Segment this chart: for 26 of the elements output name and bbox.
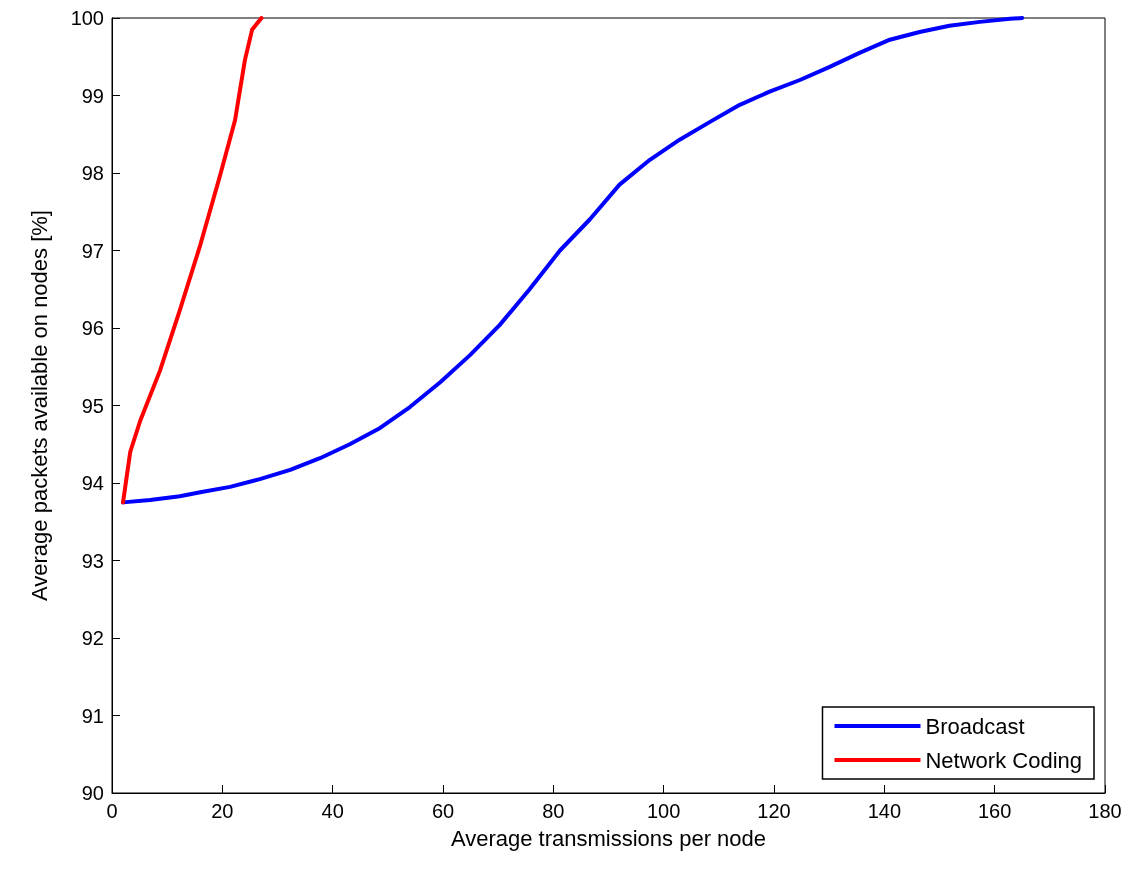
x-tick-label: 180: [1088, 800, 1122, 822]
y-tick-label: 90: [81, 782, 104, 804]
line-series: [121, 16, 264, 505]
y-tick-label: 95: [81, 394, 104, 417]
y-tick-label: 98: [81, 162, 104, 184]
legend-label: Network Coding: [925, 747, 1082, 773]
legend-label: Broadcast: [925, 713, 1025, 739]
x-tick-label: 120: [757, 800, 791, 822]
x-tick-label: 140: [867, 800, 902, 822]
x-tick-label: 80: [542, 800, 565, 822]
y-tick-label: 92: [81, 627, 104, 649]
x-tick-label: 40: [321, 800, 344, 822]
x-tick-label: 160: [977, 800, 1012, 822]
y-tick-label: 96: [81, 317, 104, 339]
y-tick-label: 100: [70, 7, 104, 29]
x-tick-label: 20: [211, 800, 234, 822]
x-tick-label: 0: [106, 800, 118, 822]
x-tick-label: 100: [646, 800, 681, 822]
y-tick-label: 94: [81, 472, 104, 494]
x-tick-label: 60: [431, 800, 455, 822]
y-tick-label: 97: [81, 239, 104, 262]
y-tick-label: 99: [81, 84, 104, 107]
x-axis-title: Average transmissions per node: [450, 825, 767, 851]
y-tick-label: 93: [81, 549, 104, 572]
y-axis-title: Average packets available on nodes [%]: [26, 210, 52, 601]
y-tick-label: 91: [81, 704, 104, 727]
